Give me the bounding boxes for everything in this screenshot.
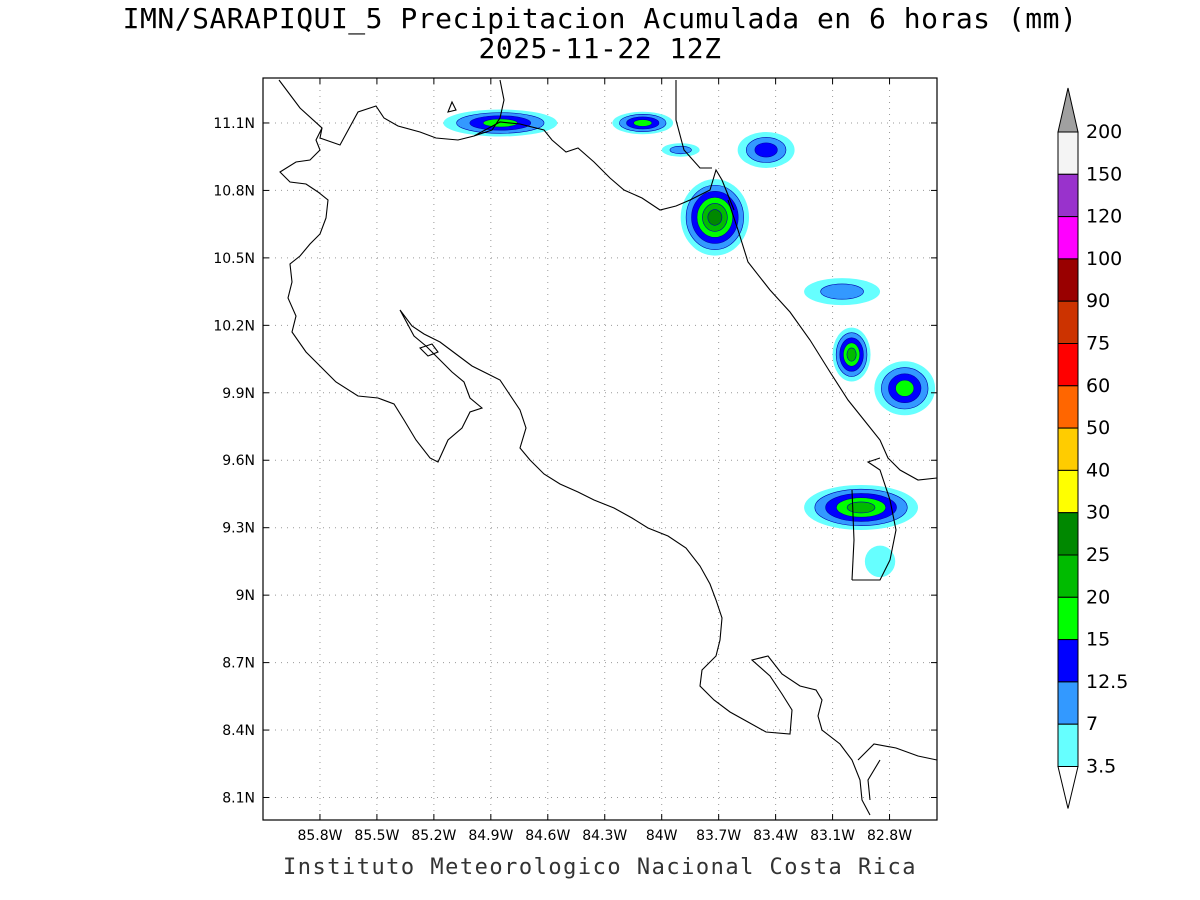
lon-tick-label: 85.2W: [411, 828, 456, 844]
colorbar-label: 60: [1086, 375, 1110, 397]
precip-contour-12.5: [754, 142, 778, 158]
colorbar-label: 75: [1086, 333, 1110, 355]
map-subtitle: 2025-11-22 12Z: [478, 32, 722, 65]
cell-83.9W-10.98N: [661, 143, 700, 157]
colorbar-label: 3.5: [1086, 756, 1116, 778]
colorbar-swatch-150: [1057, 131, 1079, 175]
precip-contour-15: [482, 118, 518, 128]
colorbar-swatch-7: [1057, 681, 1079, 725]
colorbar-swatch-30: [1057, 469, 1079, 514]
colorbar-label: 50: [1086, 417, 1110, 439]
lat-tick-label: 10.8N: [213, 183, 255, 199]
lon-tick-label: 84W: [646, 828, 678, 844]
panama-border: [851, 457, 937, 801]
precipitation-layer: [443, 109, 936, 578]
colorbar-swatch-25: [1057, 512, 1079, 556]
colorbar-swatch-90: [1057, 258, 1079, 302]
lon-tick-label: 85.5W: [354, 828, 399, 844]
colorbar-label: 7: [1086, 713, 1098, 735]
coastline-layer: [278, 79, 937, 816]
colorbar-label: 20: [1086, 586, 1110, 608]
lon-tick-label: 84.3W: [582, 828, 627, 844]
lon-tick-label: 85.8W: [297, 828, 342, 844]
colorbar-label: 90: [1086, 290, 1110, 312]
precip-contour-7: [669, 145, 692, 155]
colorbar-label: 200: [1086, 121, 1122, 143]
cell-82.7W-9.92N: [874, 361, 936, 416]
colorbar-label: 30: [1086, 502, 1110, 524]
gulf-island: [418, 343, 439, 357]
colorbar-label: 120: [1086, 206, 1122, 228]
lat-tick-label: 8.1N: [222, 791, 255, 807]
colorbar-swatch-15: [1057, 596, 1079, 641]
colorbar-label: 100: [1086, 248, 1122, 270]
lon-tick-label: 83.1W: [810, 828, 855, 844]
cell-83.05W-10.35N: [804, 278, 881, 306]
lat-tick-label: 9.3N: [222, 521, 255, 537]
map-footer: Instituto Meteorologico Nacional Costa R…: [282, 855, 918, 880]
cell-83.4W-10.98N: [737, 131, 795, 168]
colorbar-swatch-3.5: [1057, 723, 1079, 768]
map-title: IMN/SARAPIQUI_5 Precipitacion Acumulada …: [122, 2, 1078, 35]
colorbar-swatch-20: [1057, 554, 1079, 598]
precip-contour-3.5: [864, 545, 896, 578]
precip-contour-7: [820, 283, 864, 300]
precip-contour-25: [707, 209, 723, 226]
colorbar: 200 150 120 100 90 75 60 50 40 30 25 20 15 12.5 7 3.5: [1057, 87, 1128, 809]
lat-tick-label: 9N: [236, 588, 255, 604]
colorbar-swatch-50: [1057, 385, 1079, 429]
colorbar-swatch-120: [1057, 173, 1079, 218]
cell-82.85W-9.15N: [864, 545, 896, 578]
precip-contour-20: [846, 501, 876, 514]
small-islet: [447, 100, 457, 113]
lon-tick-label: 84.6W: [525, 828, 570, 844]
colorbar-label: 40: [1086, 459, 1110, 481]
lat-tick-label: 10.5N: [213, 251, 255, 267]
colorbar-swatch-75: [1057, 300, 1079, 345]
precip-contour-20: [846, 347, 857, 362]
colorbar-swatch-12.5: [1057, 639, 1079, 683]
cell-83.0W-10.07N: [832, 327, 871, 382]
colorbar-top-arrow: [1057, 87, 1079, 133]
colorbar-swatch-40: [1057, 427, 1079, 471]
cell-main-83.7W-10.7N: [680, 179, 750, 256]
lon-tick-label: 83.7W: [696, 828, 741, 844]
lat-tick-label: 8.7N: [222, 656, 255, 672]
colorbar-label: 25: [1086, 544, 1110, 566]
lon-tick-label: 83.4W: [753, 828, 798, 844]
lat-tick-label: 11.1N: [213, 116, 255, 132]
lon-tick-label: 82.8W: [867, 828, 912, 844]
colorbar-swatch-100: [1057, 216, 1079, 260]
lat-tick-label: 10.2N: [213, 318, 255, 334]
caribbean-coast: [727, 199, 937, 481]
lon-tick-label: 84.9W: [468, 828, 513, 844]
precip-contour-15: [895, 379, 915, 397]
lat-tick-label: 9.6N: [222, 453, 255, 469]
colorbar-swatch-60: [1057, 343, 1079, 387]
pacific-coast: [279, 127, 871, 816]
colorbar-label: 12.5: [1086, 671, 1128, 693]
lat-tick-label: 8.4N: [222, 723, 255, 739]
grid-lines: [263, 78, 937, 820]
cell-north-84.1W: [612, 111, 674, 135]
cell-82.9W-9.4N: [804, 484, 919, 530]
cell-north-84.9W: [443, 109, 558, 137]
lat-tick-label: 9.9N: [222, 386, 255, 402]
colorbar-label: 15: [1086, 629, 1110, 651]
axis-labels: 85.8W 85.5W 85.2W 84.9W 84.6W 84.3W 84W 83.7W 83…: [213, 78, 937, 844]
colorbar-bottom-arrow: [1057, 766, 1079, 809]
colorbar-label: 150: [1086, 163, 1122, 185]
nicaragua-border: [278, 79, 735, 211]
map-frame: [262, 77, 938, 821]
precip-contour-15: [633, 119, 653, 127]
